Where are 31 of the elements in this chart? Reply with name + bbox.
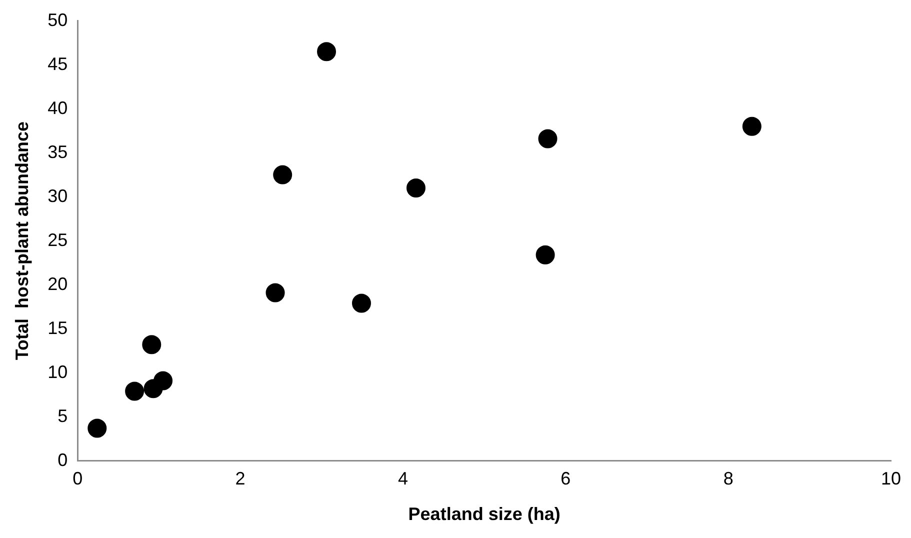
point (742, 116, 762, 136)
y-tick-label: 30 (48, 186, 68, 206)
point (536, 245, 555, 264)
x-tick-label: 8 (723, 468, 734, 489)
x-tick-label: 6 (560, 468, 571, 489)
x-tick-label: 10 (880, 468, 902, 489)
point (142, 335, 162, 354)
y-tick-label: 15 (48, 318, 68, 338)
x-tick-label: 4 (398, 468, 408, 489)
x-axis-title: Peatland size (ha) (408, 504, 560, 524)
point (317, 42, 336, 62)
y-tick-label: 35 (48, 142, 68, 162)
y-tick-label: 50 (48, 10, 68, 30)
point (406, 178, 426, 198)
point (273, 165, 292, 184)
y-tick-label: 45 (48, 54, 68, 74)
y-tick-label: 20 (48, 274, 68, 294)
point (88, 418, 107, 438)
x-tick-label: 2 (235, 468, 246, 489)
y-tick-label: 40 (48, 98, 68, 118)
point (352, 294, 371, 313)
y-tick-label: 0 (58, 450, 68, 470)
point (266, 283, 285, 302)
x-tick-label: 0 (72, 468, 83, 489)
point (125, 382, 144, 401)
point (538, 129, 558, 148)
point (154, 371, 173, 390)
y-tick-label: 25 (48, 230, 68, 250)
y-tick-label: 10 (48, 362, 68, 382)
y-tick-label: 5 (58, 406, 68, 426)
y-axis-title: Total host-plant abundance (12, 121, 32, 360)
